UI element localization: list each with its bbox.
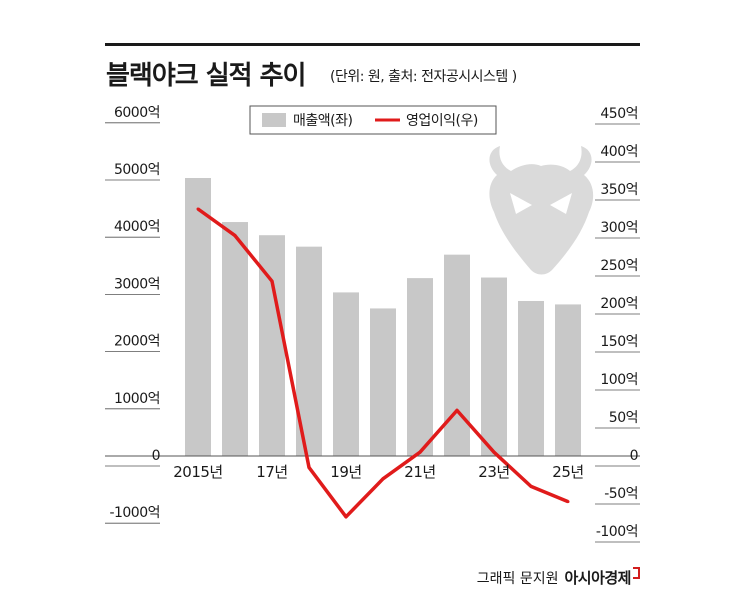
legend-swatch-revenue <box>262 113 286 127</box>
revenue-bar <box>518 300 544 456</box>
operating-profit-point <box>381 477 385 481</box>
x-tick-label: 23년 <box>478 463 509 481</box>
left-tick-label: -1000억 <box>109 505 160 521</box>
right-tick-label: 50억 <box>609 410 638 426</box>
revenue-bar <box>333 292 359 456</box>
revenue-bar <box>444 254 470 456</box>
operating-profit-point <box>566 500 570 504</box>
operating-profit-point <box>344 515 348 519</box>
left-tick-label: 4000억 <box>114 219 160 235</box>
right-axis: 450억 400억 350억 300억 250억 200억 150억 100억 50억 0 -50억… <box>595 106 640 543</box>
revenue-bar <box>555 304 581 456</box>
right-tick-label: 450억 <box>600 106 638 122</box>
revenue-bar <box>185 178 211 456</box>
right-tick-label: 350억 <box>600 182 638 198</box>
right-tick-label: 250억 <box>600 258 638 274</box>
x-tick-label: 17년 <box>256 463 287 481</box>
right-tick-label: 300억 <box>600 220 638 236</box>
publisher-brand: 아시아경제 <box>564 569 631 587</box>
x-tick-label: 19년 <box>330 463 361 481</box>
x-tick-label: 25년 <box>552 463 583 481</box>
left-tick-label: 5000억 <box>114 162 160 178</box>
credit: 그래픽 문지원 아시아경제 <box>477 567 640 588</box>
operating-profit-point <box>418 450 422 454</box>
left-tick-label: 1000억 <box>114 391 160 407</box>
operating-profit-point <box>455 408 459 412</box>
operating-profit-point <box>196 207 200 211</box>
right-tick-label: 400억 <box>600 144 638 160</box>
revenue-bar <box>370 308 396 456</box>
operating-profit-point <box>270 279 274 283</box>
x-tick-label: 21년 <box>404 463 435 481</box>
operating-profit-point <box>307 465 311 469</box>
chart-title: 블랙야크 실적 추이 <box>106 61 306 91</box>
revenue-bar <box>222 222 248 456</box>
bars-group <box>185 178 581 456</box>
right-tick-label: 0 <box>630 448 638 464</box>
left-axis: 6000억 5000억 4000억 3000억 2000억 1000억 0 -1000억 <box>105 105 161 524</box>
legend-label-operating-profit: 영업이익(우) <box>406 113 478 129</box>
left-tick-label: 3000억 <box>114 276 160 292</box>
x-axis: 2015년 17년 19년 21년 23년 25년 <box>173 463 584 481</box>
left-tick-label: 0 <box>152 448 160 464</box>
graphic-credit: 그래픽 문지원 <box>476 571 559 587</box>
operating-profit-point <box>492 450 496 454</box>
legend: 매출액(좌) 영업이익(우) <box>249 105 497 135</box>
right-tick-label: -100억 <box>596 524 638 540</box>
right-tick-label: 150억 <box>600 334 638 350</box>
operating-profit-point <box>529 484 533 488</box>
right-tick-label: 100억 <box>600 372 638 388</box>
top-rule <box>105 43 640 46</box>
x-tick-label: 2015년 <box>173 463 222 481</box>
right-tick-label: -50억 <box>604 486 638 502</box>
line-series-group <box>196 207 570 519</box>
left-tick-label: 2000억 <box>114 334 160 350</box>
chart-subtitle: (단위: 원, 출처: 전자공시시스템 ) <box>330 69 517 85</box>
operating-profit-point <box>233 234 237 238</box>
goat-logo-icon <box>489 146 594 275</box>
legend-label-revenue: 매출액(좌) <box>293 113 352 129</box>
legend-frame <box>249 105 497 135</box>
brand-mark-icon <box>633 567 640 579</box>
right-tick-label: 200억 <box>600 296 638 312</box>
revenue-bar <box>481 277 507 456</box>
left-tick-label: 6000억 <box>114 105 160 121</box>
revenue-bar <box>407 278 433 456</box>
